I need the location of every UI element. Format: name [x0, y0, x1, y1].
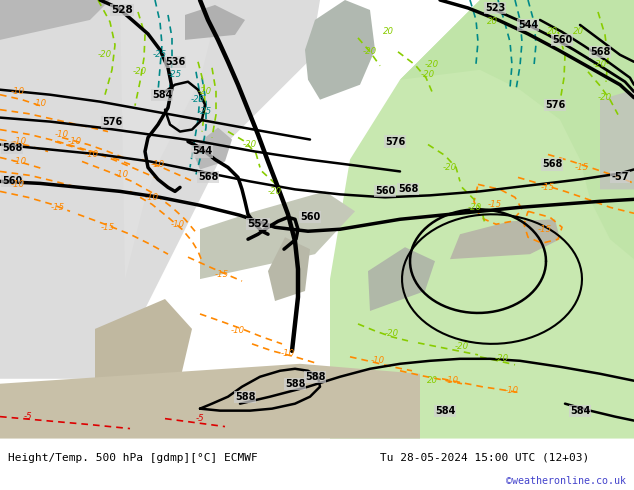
Text: 568: 568 [542, 159, 562, 170]
Text: 552: 552 [247, 219, 269, 229]
Text: -10: -10 [33, 99, 47, 108]
Text: -57: -57 [611, 172, 629, 182]
Text: -10: -10 [68, 137, 82, 146]
Text: -25: -25 [198, 107, 212, 116]
Text: 20: 20 [547, 27, 557, 36]
Polygon shape [0, 0, 110, 40]
Polygon shape [305, 0, 375, 99]
Text: 576: 576 [385, 137, 405, 147]
Text: -5: -5 [23, 412, 32, 421]
Text: 20: 20 [427, 376, 437, 385]
Text: -25: -25 [153, 50, 167, 59]
Text: -10: -10 [13, 137, 27, 146]
Polygon shape [600, 90, 634, 189]
Polygon shape [120, 0, 210, 279]
Text: -10: -10 [11, 180, 25, 189]
Text: -10: -10 [115, 170, 129, 179]
Text: 576: 576 [102, 117, 122, 126]
Text: -20: -20 [243, 140, 257, 149]
Text: 523: 523 [485, 3, 505, 13]
Text: -25: -25 [191, 95, 205, 104]
Polygon shape [185, 5, 245, 40]
Text: -10: -10 [85, 150, 99, 159]
Polygon shape [195, 127, 232, 170]
Polygon shape [450, 220, 560, 259]
Text: -20: -20 [443, 163, 457, 172]
Text: 588: 588 [235, 392, 256, 402]
Polygon shape [0, 0, 320, 379]
Text: -10: -10 [11, 87, 25, 96]
Text: -15: -15 [488, 200, 502, 209]
Text: 20: 20 [382, 27, 394, 36]
Polygon shape [480, 0, 634, 60]
Text: -20: -20 [133, 67, 147, 76]
Text: 568: 568 [398, 184, 418, 195]
Polygon shape [368, 247, 435, 311]
Text: -10: -10 [151, 160, 165, 169]
Text: -10: -10 [145, 193, 159, 202]
Text: 20: 20 [573, 27, 583, 36]
Text: -25: -25 [168, 70, 182, 79]
Text: -10: -10 [171, 220, 185, 229]
Text: -5: -5 [196, 414, 204, 423]
Text: -10: -10 [445, 376, 459, 385]
Text: -15: -15 [51, 203, 65, 212]
Text: -10: -10 [231, 326, 245, 336]
Text: -20: -20 [268, 187, 282, 196]
Text: Tu 28-05-2024 15:00 UTC (12+03): Tu 28-05-2024 15:00 UTC (12+03) [380, 453, 590, 463]
Polygon shape [200, 192, 355, 279]
Text: -10: -10 [13, 157, 27, 166]
Text: -15: -15 [538, 225, 552, 234]
Text: -20: -20 [425, 60, 439, 69]
Text: -20: -20 [495, 354, 509, 363]
Text: -20: -20 [421, 70, 435, 79]
Text: 576: 576 [545, 99, 565, 110]
Polygon shape [330, 0, 634, 439]
Text: -20: -20 [468, 203, 482, 212]
Text: -15: -15 [101, 223, 115, 232]
Text: Height/Temp. 500 hPa [gdmp][°C] ECMWF: Height/Temp. 500 hPa [gdmp][°C] ECMWF [8, 453, 257, 463]
Text: 588: 588 [285, 379, 305, 389]
Text: -20: -20 [363, 48, 377, 56]
Text: -20: -20 [598, 93, 612, 102]
Text: 560: 560 [2, 176, 22, 186]
Text: 544: 544 [518, 20, 538, 30]
Text: -20: -20 [198, 87, 212, 96]
Text: -15: -15 [541, 183, 555, 192]
Text: 584: 584 [570, 406, 590, 416]
Text: -20: -20 [455, 343, 469, 351]
Text: 584: 584 [152, 90, 172, 99]
Text: 528: 528 [111, 5, 133, 15]
Polygon shape [95, 299, 192, 389]
Polygon shape [268, 237, 310, 301]
Text: -20: -20 [98, 50, 112, 59]
Text: -10: -10 [55, 130, 69, 139]
Text: 560: 560 [300, 212, 320, 222]
Text: -20: -20 [385, 329, 399, 339]
Text: -10: -10 [281, 349, 295, 358]
Text: 560: 560 [552, 35, 572, 45]
Text: 536: 536 [165, 57, 185, 67]
Polygon shape [0, 364, 420, 439]
Text: -15: -15 [215, 270, 229, 279]
Text: 584: 584 [435, 406, 455, 416]
Polygon shape [400, 0, 634, 259]
Text: 588: 588 [305, 372, 325, 382]
Text: 568: 568 [590, 47, 610, 57]
Text: -10: -10 [371, 356, 385, 366]
Text: -20: -20 [593, 60, 607, 69]
Text: 560: 560 [375, 186, 395, 196]
Text: 544: 544 [192, 147, 212, 156]
Text: 568: 568 [2, 143, 22, 152]
Text: -10: -10 [505, 386, 519, 395]
Text: -15: -15 [575, 163, 589, 172]
Text: ©weatheronline.co.uk: ©weatheronline.co.uk [507, 476, 626, 486]
Text: 568: 568 [198, 172, 218, 182]
Text: 20: 20 [486, 18, 498, 26]
